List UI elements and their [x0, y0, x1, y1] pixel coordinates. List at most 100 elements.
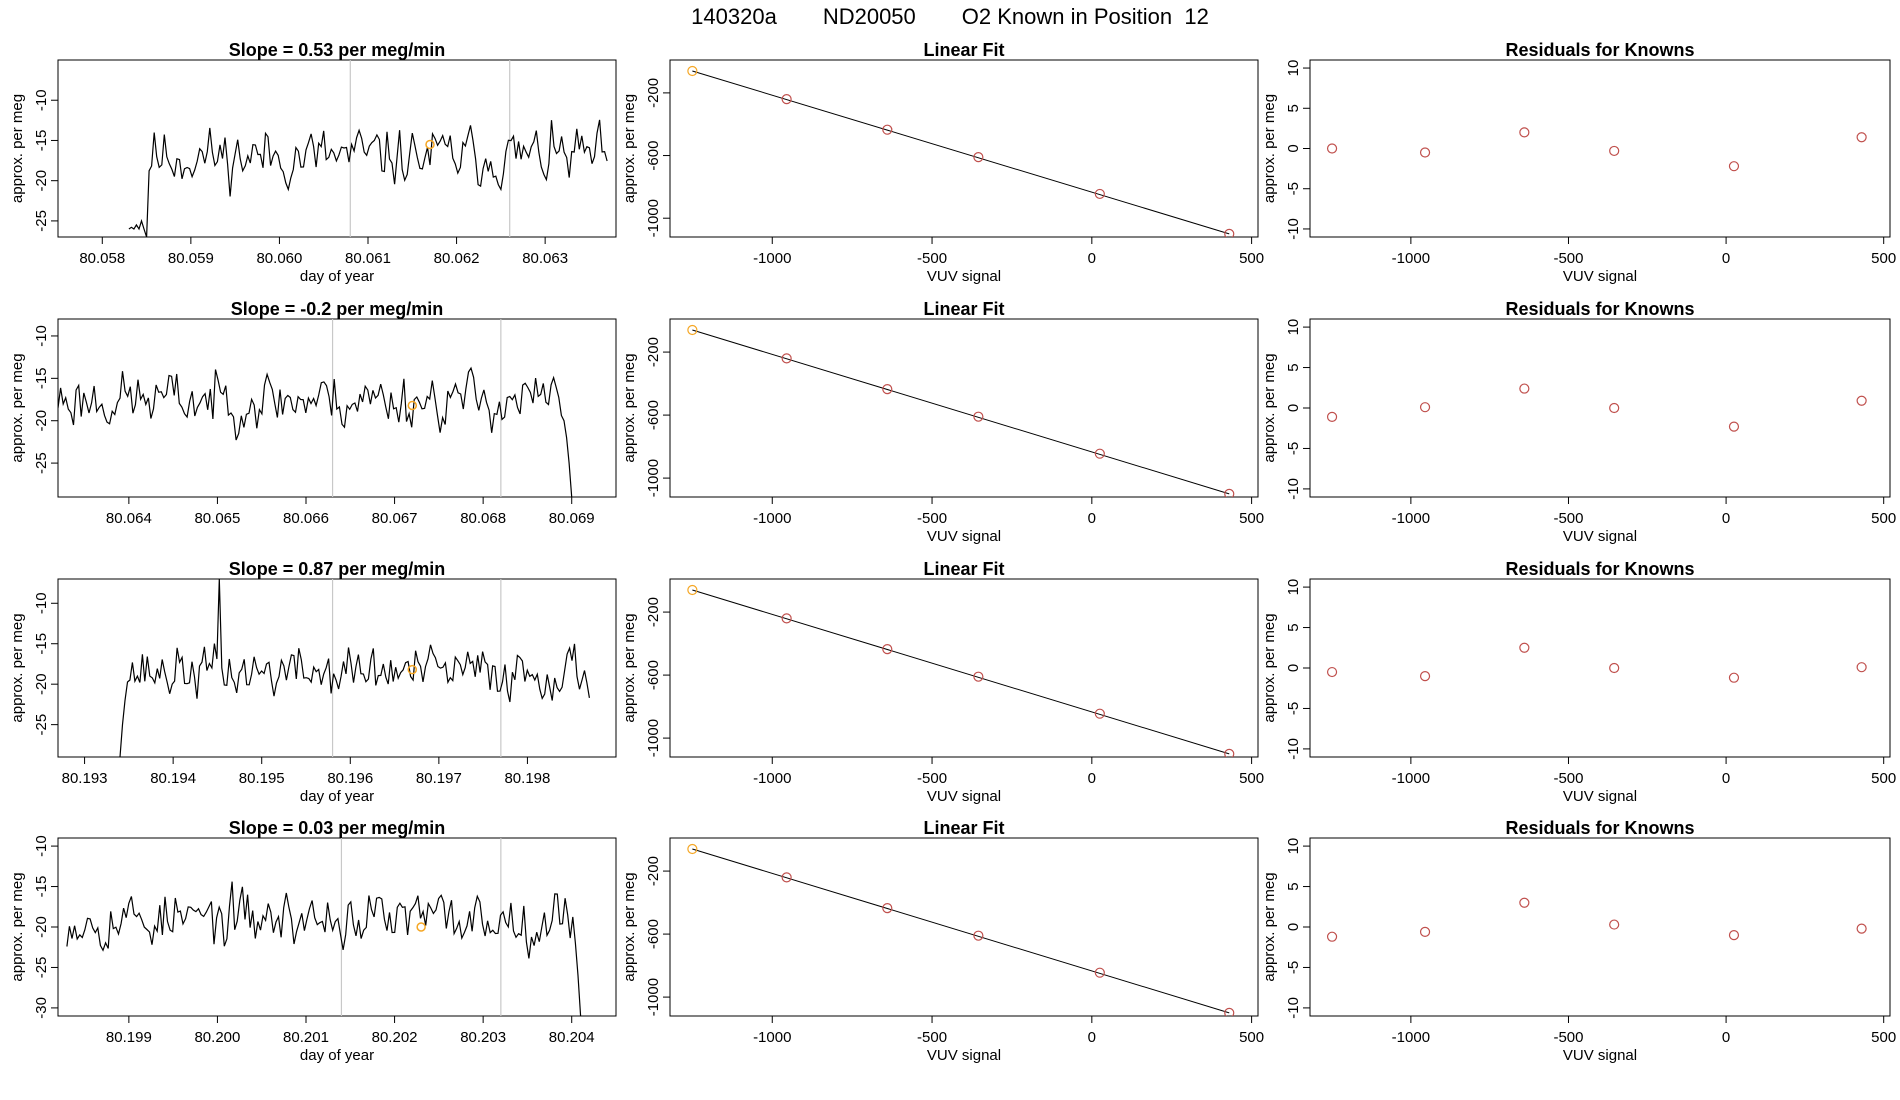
row2-linear-fit-fit-line	[692, 329, 1230, 495]
row3-linear-fit-fit-line	[692, 589, 1230, 755]
row2-linear-fit-title: Linear Fit	[923, 299, 1004, 319]
row1-residuals-xlabel: VUV signal	[1563, 268, 1637, 285]
row4-linear-fit-title: Linear Fit	[923, 818, 1004, 838]
row4-residuals-residual-point	[1728, 929, 1740, 941]
row4-residuals-title: Residuals for Knowns	[1505, 818, 1694, 838]
row2-linear-fit-ytick-label: -1000	[645, 459, 662, 497]
row2-linear-fit-ytick-label: -600	[645, 400, 662, 430]
row1-time-series-xtick-label: 80.059	[168, 250, 214, 267]
row1-time-series-frame	[57, 59, 617, 238]
row4-time-series-ytick-label: -20	[33, 916, 50, 938]
row1-linear-fit-plot-area	[687, 65, 1235, 237]
row3-linear-fit-known-point	[1224, 748, 1235, 757]
row1-time-series-xtick-label: 80.061	[345, 250, 391, 267]
row3-residuals-plot-area	[1326, 642, 1867, 683]
row3-time-series-trace-line	[119, 579, 590, 757]
row2-residuals-ytick-label: 0	[1285, 404, 1302, 412]
row1-time-series-panel: Slope = 0.53 per meg/min 80.058 80.059 80.0…	[9, 40, 617, 285]
row4-residuals-xtick-label: -1000	[1392, 1029, 1430, 1046]
row3-linear-fit-ylabel: approx. per meg	[621, 613, 638, 722]
row2-residuals-plot-area	[1326, 383, 1867, 432]
row1-linear-fit-known-point	[1224, 228, 1235, 237]
row4-linear-fit-known-point	[687, 843, 698, 855]
row4-residuals-xtick-label: -500	[1553, 1029, 1583, 1046]
row3-residuals-ytick-label: -10	[1285, 738, 1302, 760]
row2-residuals-residual-point	[1609, 402, 1620, 414]
row1-time-series-ytick-label: -15	[33, 130, 50, 152]
row1-residuals-xtick-label: -500	[1553, 250, 1583, 267]
row2-linear-fit-frame	[669, 318, 1259, 498]
row4-linear-fit-ylabel: approx. per meg	[621, 872, 638, 981]
row2-time-series-trace-line	[58, 366, 573, 497]
row4-residuals-residual-point	[1856, 923, 1867, 934]
row4-linear-fit-xtick-label: -1000	[753, 1029, 791, 1046]
row4-linear-fit-known-point	[1224, 1007, 1235, 1016]
row1-residuals-xtick-label: 0	[1722, 250, 1730, 267]
row4-linear-fit-xlabel: VUV signal	[927, 1047, 1001, 1064]
row3-residuals-title: Residuals for Knowns	[1505, 559, 1694, 579]
row2-residuals-residual-point	[1856, 395, 1867, 406]
row1-time-series-xlabel: day of year	[300, 268, 374, 285]
row1-linear-fit-known-point	[687, 65, 698, 77]
row4-time-series-title: Slope = 0.03 per meg/min	[229, 818, 446, 838]
row1-linear-fit-xtick-label: -1000	[753, 250, 791, 267]
row2-residuals-xlabel: VUV signal	[1563, 528, 1637, 545]
row4-time-series-ytick-label: -30	[33, 997, 50, 1019]
row1-linear-fit-xtick-label: 500	[1239, 250, 1264, 267]
row2-residuals-xtick-label: 0	[1722, 510, 1730, 527]
row4-residuals-plot-area	[1326, 897, 1867, 942]
row2-linear-fit-known-point	[781, 353, 792, 364]
row2-linear-fit-plot-area	[687, 324, 1235, 497]
row2-residuals-panel: Residuals for Knowns -1000 -500 0 500 VUV sig…	[1261, 299, 1896, 545]
row3-time-series-xlabel: day of year	[300, 788, 374, 805]
row3-residuals-frame	[1309, 578, 1891, 758]
row4-linear-fit-known-point	[1094, 967, 1105, 978]
row3-residuals-ylabel: approx. per meg	[1261, 613, 1278, 722]
row2-linear-fit-known-point	[687, 324, 698, 336]
row4-residuals-xtick-label: 500	[1871, 1029, 1896, 1046]
row3-time-series-ytick-label: -25	[33, 714, 50, 736]
row1-residuals-plot-area	[1326, 127, 1867, 172]
row3-time-series-frame	[57, 578, 617, 758]
row1-time-series-trace-line	[128, 119, 608, 237]
row4-residuals-residual-point	[1419, 926, 1431, 937]
row1-linear-fit-known-point	[1094, 188, 1105, 200]
row2-linear-fit-ytick-label: -200	[645, 337, 662, 367]
row3-time-series-ylabel: approx. per meg	[9, 613, 26, 722]
row4-time-series-xtick-label: 80.201	[283, 1029, 329, 1046]
row2-residuals-ytick-label: -10	[1285, 478, 1302, 500]
row1-linear-fit-panel: Linear Fit -1000 -500 0 500 VUV signal -1000 -6…	[621, 40, 1264, 285]
row4-time-series-xtick-label: 80.199	[106, 1029, 152, 1046]
row1-residuals-ytick-label: 0	[1285, 144, 1302, 152]
row2-linear-fit-known-point	[1224, 488, 1235, 497]
row4-linear-fit-ytick-label: -600	[645, 919, 662, 949]
row3-linear-fit-title: Linear Fit	[923, 559, 1004, 579]
row3-residuals-ytick-label: 0	[1285, 664, 1302, 672]
row1-linear-fit-known-point	[973, 152, 984, 163]
row2-time-series-ytick-label: -10	[33, 325, 50, 347]
row4-residuals-residual-point	[1326, 931, 1338, 942]
row2-residuals-xtick-label: 500	[1871, 510, 1896, 527]
row3-residuals-ytick-label: -5	[1285, 702, 1302, 715]
row2-residuals-title: Residuals for Knowns	[1505, 299, 1694, 319]
row4-residuals-ytick-label: -10	[1285, 997, 1302, 1019]
row4-time-series-frame	[57, 837, 617, 1017]
row3-time-series-xtick-label: 80.198	[504, 770, 550, 787]
row4-residuals-ylabel: approx. per meg	[1261, 872, 1278, 981]
row1-linear-fit-xtick-label: 0	[1088, 250, 1096, 267]
row2-linear-fit-xlabel: VUV signal	[927, 528, 1001, 545]
row4-residuals-xlabel: VUV signal	[1563, 1047, 1637, 1064]
row3-linear-fit-known-point	[687, 584, 698, 596]
row2-time-series-ytick-label: -15	[33, 367, 50, 389]
row3-time-series-ytick-label: -20	[33, 673, 50, 695]
row3-residuals-residual-point	[1609, 662, 1620, 674]
row3-time-series-ytick-label: -15	[33, 633, 50, 655]
row1-linear-fit-known-point	[781, 94, 792, 105]
row4-time-series-panel: Slope = 0.03 per meg/min 80.199 80.200 80.2…	[9, 818, 617, 1064]
row3-time-series-xtick-label: 80.194	[150, 770, 196, 787]
row1-time-series-ylabel: approx. per meg	[9, 94, 26, 203]
row2-linear-fit-ylabel: approx. per meg	[621, 353, 638, 462]
row4-linear-fit-frame	[669, 837, 1259, 1017]
row3-linear-fit-plot-area	[687, 584, 1235, 757]
row4-linear-fit-known-point	[973, 930, 984, 941]
